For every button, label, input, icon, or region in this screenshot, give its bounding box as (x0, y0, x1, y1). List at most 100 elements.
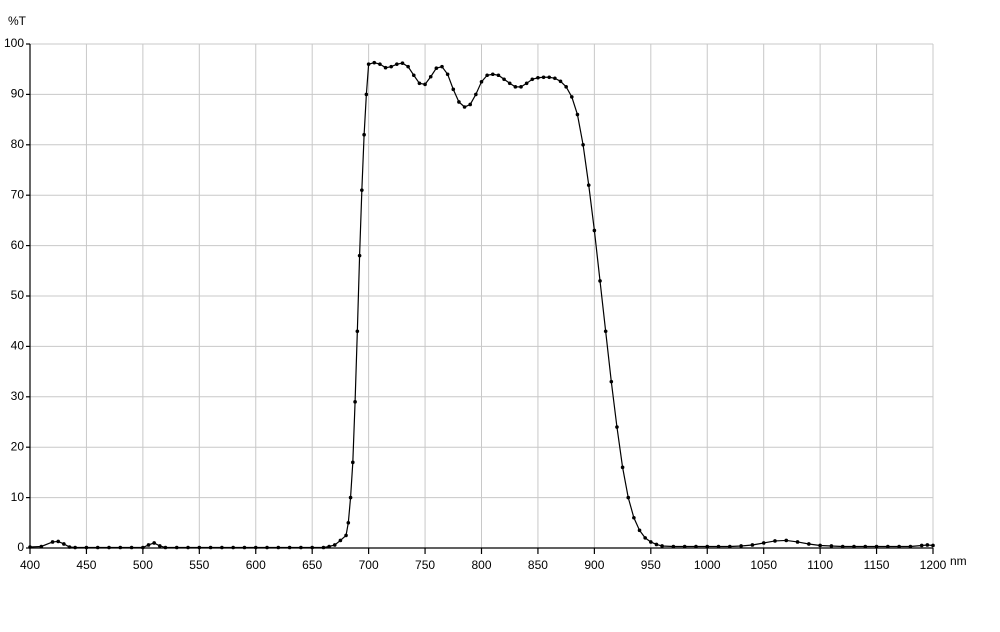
data-point (931, 543, 935, 548)
data-point (67, 545, 72, 549)
x-tick-label: 400 (20, 558, 40, 572)
data-point (351, 460, 355, 465)
data-point (603, 329, 608, 334)
data-point (146, 543, 151, 547)
data-point (524, 81, 529, 86)
data-point (406, 64, 410, 69)
data-point (863, 544, 868, 549)
data-point (118, 545, 123, 550)
data-point (620, 465, 625, 470)
data-point (84, 545, 89, 550)
data-point (795, 540, 800, 544)
data-point (649, 540, 653, 544)
data-point (445, 72, 450, 77)
data-point (163, 545, 168, 550)
data-point (502, 77, 506, 82)
y-tick-label: 30 (11, 389, 25, 403)
y-tick-label: 90 (11, 87, 25, 101)
data-point (276, 545, 281, 550)
y-axis-label: %T (8, 14, 27, 28)
data-point (400, 61, 405, 65)
x-axis-label: nm (950, 554, 967, 568)
data-point (28, 545, 32, 549)
data-point (346, 521, 351, 525)
data-point (558, 79, 563, 84)
data-point (632, 515, 636, 520)
x-tick-label: 900 (584, 558, 604, 572)
data-point (158, 544, 162, 548)
y-tick-label: 20 (11, 439, 25, 453)
data-point (95, 545, 100, 550)
data-point (383, 65, 388, 70)
data-point (874, 544, 879, 549)
x-tick-label: 600 (246, 558, 266, 572)
data-point (818, 543, 822, 548)
data-point (321, 545, 326, 550)
data-point (372, 60, 377, 65)
data-point (357, 253, 362, 258)
data-point (536, 75, 540, 80)
x-tick-label: 800 (471, 558, 491, 572)
data-point (39, 544, 44, 549)
data-point (62, 542, 66, 546)
data-point (485, 73, 489, 78)
y-tick-label: 100 (4, 36, 24, 50)
data-point (355, 329, 360, 334)
data-point (564, 85, 568, 89)
data-point (299, 545, 303, 550)
data-point (457, 100, 461, 104)
data-point (73, 545, 77, 550)
y-tick-label: 60 (11, 238, 25, 252)
data-point (208, 545, 213, 550)
data-point (530, 77, 535, 82)
data-point (434, 66, 439, 70)
x-tick-label: 1100 (807, 558, 833, 572)
data-point (395, 62, 399, 66)
data-point (840, 544, 845, 549)
x-tick-label: 500 (133, 558, 153, 572)
data-point (287, 545, 292, 550)
data-point (761, 541, 766, 545)
data-point (242, 545, 247, 550)
x-tick-label: 1150 (864, 558, 890, 572)
data-point (490, 72, 495, 77)
data-point (479, 80, 484, 84)
data-point (141, 545, 145, 550)
data-line (29, 62, 934, 549)
x-tick-label: 450 (76, 558, 96, 572)
data-point (220, 545, 224, 550)
data-point (609, 379, 614, 384)
data-point (784, 538, 789, 543)
data-point (186, 545, 190, 550)
data-point (829, 544, 834, 548)
data-point (547, 75, 552, 80)
data-point (129, 545, 134, 550)
data-point (570, 95, 574, 99)
data-point (360, 188, 364, 192)
data-point (197, 545, 202, 550)
data-point (362, 132, 366, 137)
data-point (353, 400, 357, 404)
data-point (411, 73, 416, 78)
data-point (886, 544, 890, 549)
x-tick-label: 550 (189, 558, 209, 572)
data-point (389, 64, 394, 69)
data-point (897, 544, 901, 549)
data-point (423, 82, 427, 87)
x-tick-label: 650 (302, 558, 322, 572)
data-point (626, 495, 631, 500)
x-tick-label: 950 (641, 558, 661, 572)
data-point (474, 92, 478, 97)
data-point (592, 228, 597, 233)
data-point (660, 544, 664, 548)
data-point (253, 545, 258, 550)
data-point (174, 545, 179, 550)
data-point (908, 544, 913, 549)
x-tick-label: 700 (359, 558, 379, 572)
data-point (654, 542, 659, 547)
data-point (428, 74, 433, 79)
data-point (231, 545, 235, 550)
data-point (56, 539, 61, 544)
y-tick-label: 40 (11, 339, 25, 353)
